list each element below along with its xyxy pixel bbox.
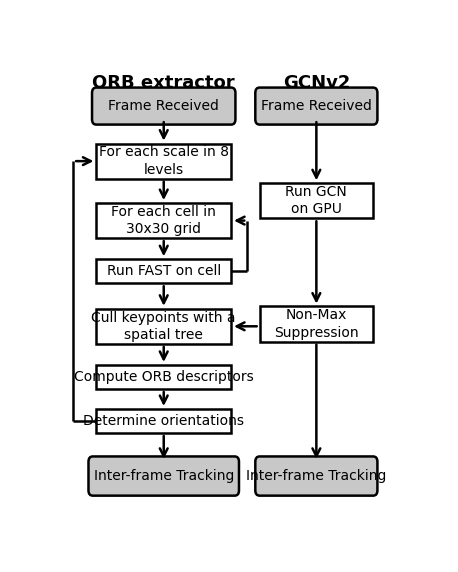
Text: Frame Received: Frame Received	[108, 99, 219, 113]
FancyBboxPatch shape	[96, 309, 231, 344]
Text: Inter-frame Tracking: Inter-frame Tracking	[93, 469, 234, 483]
Text: For each cell in
30x30 grid: For each cell in 30x30 grid	[111, 205, 216, 236]
FancyBboxPatch shape	[96, 203, 231, 238]
Text: ORB extractor: ORB extractor	[93, 74, 235, 92]
Text: Non-Max
Suppression: Non-Max Suppression	[274, 308, 359, 340]
FancyBboxPatch shape	[260, 307, 373, 341]
Text: Determine orientations: Determine orientations	[83, 414, 244, 428]
Text: For each scale in 8
levels: For each scale in 8 levels	[99, 145, 229, 177]
FancyBboxPatch shape	[255, 88, 377, 125]
Text: Run FAST on cell: Run FAST on cell	[107, 264, 221, 278]
FancyBboxPatch shape	[96, 259, 231, 283]
FancyBboxPatch shape	[96, 365, 231, 389]
Text: Cull keypoints with a
spatial tree: Cull keypoints with a spatial tree	[92, 311, 236, 342]
FancyBboxPatch shape	[88, 456, 239, 496]
Text: Run GCN
on GPU: Run GCN on GPU	[285, 185, 347, 216]
Text: Frame Received: Frame Received	[261, 99, 372, 113]
FancyBboxPatch shape	[92, 88, 235, 125]
Text: GCNv2: GCNv2	[283, 74, 350, 92]
Text: Compute ORB descriptors: Compute ORB descriptors	[74, 370, 254, 384]
FancyBboxPatch shape	[255, 456, 377, 496]
FancyBboxPatch shape	[96, 409, 231, 433]
FancyBboxPatch shape	[96, 144, 231, 178]
FancyBboxPatch shape	[260, 183, 373, 219]
Text: Inter-frame Tracking: Inter-frame Tracking	[246, 469, 387, 483]
